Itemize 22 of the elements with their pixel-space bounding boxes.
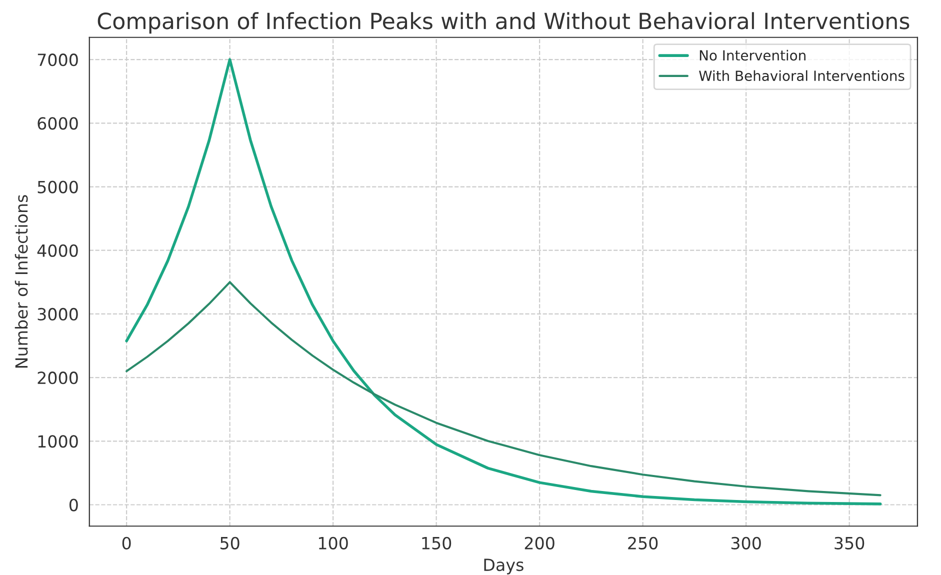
x-tick-label: 150	[422, 536, 452, 550]
legend-label: No Intervention	[700, 50, 806, 61]
y-tick-label: 2000	[38, 372, 78, 384]
y-tick-label: 1000	[38, 435, 78, 448]
y-tick-label: 5000	[38, 180, 78, 194]
x-tick-label: 200	[524, 536, 554, 550]
y-axis-title: Number of Infections	[14, 195, 28, 368]
y-tick-label: 4000	[37, 244, 78, 257]
x-tick-label: 100	[318, 536, 348, 550]
x-tick-label: 250	[628, 536, 658, 550]
legend-label: With Behavioral Interventions	[699, 70, 904, 82]
chart-title: Comparison of Infection Peaks with and Without Behavioral Interventions	[98, 12, 910, 34]
y-tick-label: 6000	[38, 117, 78, 130]
y-tick-label: 3000	[38, 308, 78, 321]
y-tick-label: 7000	[38, 54, 78, 66]
x-tick-label: 350	[834, 536, 864, 550]
x-tick-label: 50	[220, 536, 240, 550]
line-series	[126, 281, 882, 496]
y-tick-label: 0	[69, 498, 78, 512]
x-tick-label: 300	[731, 536, 761, 550]
x-tick-label: 0	[122, 536, 131, 550]
x-axis-title: Days	[484, 558, 524, 574]
